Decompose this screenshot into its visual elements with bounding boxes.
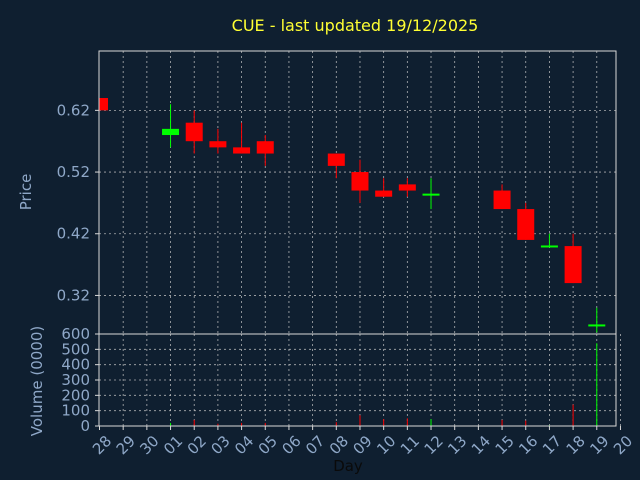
candle-body (398, 184, 416, 191)
candle-body (185, 122, 203, 142)
candle-body (564, 246, 582, 284)
candle-body (422, 193, 440, 196)
volume-y-tick-label: 300 (61, 371, 90, 389)
chart-title: CUE - last updated 19/12/2025 (232, 16, 479, 35)
candle-body (351, 172, 369, 191)
candle-body (162, 128, 180, 136)
candle-body (99, 98, 108, 111)
candle-body (540, 245, 558, 248)
price-panel: 0.32 0.42 0.52 0.62 Price (17, 50, 617, 335)
volume-y-tick-label: 200 (61, 386, 90, 404)
price-y-axis-label: Price (17, 174, 35, 211)
candle-body (209, 141, 227, 148)
volume-y-tick-label: 0 (80, 417, 90, 435)
volume-y-tick-label: 100 (61, 402, 90, 420)
candles (99, 98, 606, 333)
x-axis-label: Day (333, 457, 363, 475)
volume-frame (98, 333, 617, 427)
volume-bars (99, 343, 598, 426)
price-y-tick-label: 0.52 (57, 163, 90, 181)
price-y-tick-label: 0.42 (57, 225, 90, 243)
volume-grid (99, 334, 621, 426)
candle-body (375, 190, 393, 197)
price-grid (99, 51, 616, 334)
price-y-tick-label: 0.32 (57, 286, 90, 304)
volume-y-tick-label: 600 (61, 325, 90, 343)
candle-body (256, 141, 274, 154)
candle-body (233, 147, 251, 154)
volume-y-tick-label: 500 (61, 340, 90, 358)
price-y-tick-label: 0.62 (57, 101, 90, 119)
volume-y-tick-label: 400 (61, 356, 90, 374)
candle-body (327, 153, 345, 166)
candle-body (588, 324, 606, 327)
volume-y-axis-label: Volume (0000) (28, 326, 46, 436)
candle-body (493, 190, 511, 210)
candle-body (517, 209, 535, 240)
price-y-ticks: 0.32 0.42 0.52 0.62 (57, 101, 99, 304)
